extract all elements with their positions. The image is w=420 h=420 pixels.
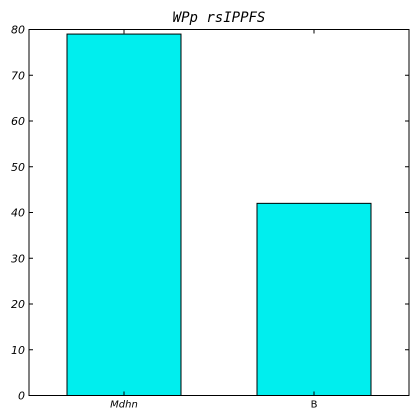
y-tick-label: 0 [18, 390, 25, 403]
y-tick-label: 20 [11, 298, 25, 311]
y-tick-label: 10 [11, 344, 25, 357]
chart-title: WPp rsIPPFS [173, 10, 266, 26]
y-tick-label: 50 [11, 161, 25, 174]
y-tick-label: 70 [11, 69, 25, 82]
bar-b [256, 202, 372, 396]
x-tick-label: Mdhn [110, 400, 138, 411]
bar-mdhn [66, 33, 182, 396]
y-tick-label: 80 [11, 24, 25, 37]
x-axis-ticks: Mdhn B [110, 29, 318, 411]
y-axis-ticks: 0 10 20 30 40 50 60 70 80 [11, 24, 409, 403]
x-tick-label: B [311, 400, 318, 411]
bars-group [66, 33, 372, 396]
y-tick-label: 40 [11, 207, 25, 220]
y-tick-label: 60 [11, 115, 25, 128]
y-tick-label: 30 [11, 252, 25, 265]
